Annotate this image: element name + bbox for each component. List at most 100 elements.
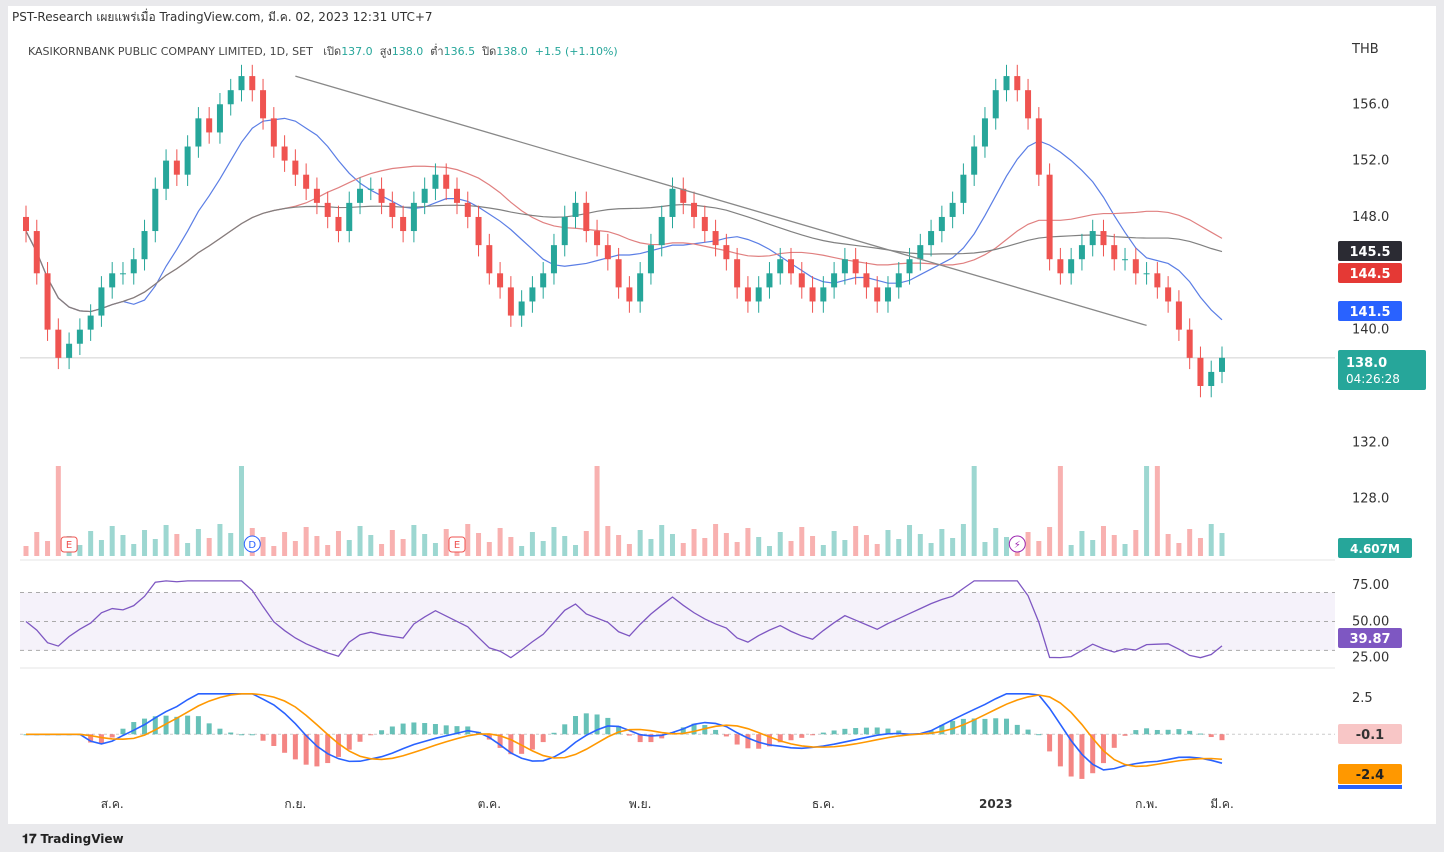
candle-body <box>1057 259 1064 274</box>
last-price-tag: 138.004:26:28 <box>1338 350 1426 390</box>
candle-body <box>572 202 579 217</box>
volume-bar <box>23 546 29 556</box>
volume-bar <box>368 535 374 556</box>
candle-body <box>87 315 94 330</box>
macd-histogram-bar <box>152 716 158 735</box>
ma-mid-value-tag-text: 144.5 <box>1349 267 1390 282</box>
macd-histogram-bar <box>1036 734 1042 736</box>
candle-body <box>453 188 460 203</box>
candle-body <box>831 273 838 288</box>
ma-mid-line <box>25 165 1223 313</box>
macd-histogram-value-tag-text: -0.1 <box>1356 728 1384 743</box>
volume-bar <box>88 531 94 556</box>
macd-histogram-bar <box>723 734 729 737</box>
candle-body <box>507 287 514 316</box>
volume-bar <box>519 546 525 556</box>
volume-bar <box>1208 524 1214 556</box>
candle-body <box>852 259 859 274</box>
low-value: 136.5 <box>443 45 476 58</box>
time-tick-label: ก.พ. <box>1135 797 1158 811</box>
volume-bar <box>982 542 988 556</box>
price-tick-label: 132.0 <box>1352 435 1389 450</box>
candle-body <box>432 174 439 189</box>
macd-histogram-bar <box>249 734 255 736</box>
volume-bar <box>476 533 482 556</box>
candle-body <box>55 329 62 358</box>
candle-body <box>1132 259 1139 274</box>
currency-button[interactable]: THB <box>1352 42 1379 57</box>
macd-histogram-bar <box>637 734 643 743</box>
macd-histogram-bar <box>680 727 686 735</box>
macd-histogram-bar <box>379 730 385 735</box>
macd-value-tag-text: -2.4 <box>1356 768 1384 783</box>
candle-body <box>971 146 978 175</box>
candle-body <box>443 174 450 189</box>
macd-histogram-bar <box>303 734 309 765</box>
last-price-tag-text: 138.0 <box>1346 356 1387 371</box>
volume-bar <box>98 540 104 556</box>
volume-bar <box>282 532 288 556</box>
volume-bar <box>993 528 999 556</box>
candle-body <box>119 273 126 275</box>
macd-histogram-bar <box>616 725 622 735</box>
volume-bar <box>573 545 579 556</box>
symbol-name[interactable]: KASIKORNBANK PUBLIC COMPANY LIMITED, 1D,… <box>28 45 313 58</box>
candle-body <box>637 273 644 302</box>
macd-histogram-bar <box>206 723 212 735</box>
candle-body <box>626 287 633 302</box>
volume-bar <box>1187 529 1193 556</box>
footer: 𝟏𝟕 TradingView <box>22 832 124 847</box>
volume-bar <box>1004 537 1010 556</box>
macd-histogram-bar <box>142 718 148 735</box>
macd-histogram-bar <box>734 734 740 745</box>
volume-bar <box>756 537 762 556</box>
candle-body <box>270 118 277 147</box>
macd-histogram-bar <box>411 722 417 735</box>
symbol-bar: KASIKORNBANK PUBLIC COMPANY LIMITED, 1D,… <box>28 42 618 60</box>
macd-histogram-bar <box>109 734 115 738</box>
candle-body <box>1078 245 1085 260</box>
candle-body <box>410 202 417 232</box>
rsi-tick-label: 50.00 <box>1352 614 1389 629</box>
candle-body <box>195 118 202 147</box>
candle-body <box>723 245 730 260</box>
macd-line <box>26 692 1223 771</box>
macd-value-tag: -2.4 <box>1338 764 1402 784</box>
ma-mid-value-tag: 144.5 <box>1338 263 1402 283</box>
earnings-marker-icon <box>448 536 466 553</box>
event-marker-label: D <box>248 540 256 551</box>
volume-bar <box>1036 541 1042 556</box>
volume-bar <box>551 527 557 556</box>
earnings-marker-icon <box>60 536 78 553</box>
volume-bar <box>45 541 51 556</box>
footer-brand: TradingView <box>40 832 124 846</box>
volume-bar <box>206 538 212 556</box>
macd-histogram-bar <box>777 734 783 743</box>
volume-bar <box>411 525 417 556</box>
open-value: 137.0 <box>341 45 373 58</box>
macd-histogram-bar <box>88 734 94 743</box>
price-tick-label: 156.0 <box>1352 97 1389 112</box>
macd-histogram-bar <box>1219 734 1225 741</box>
volume-bar <box>217 524 223 556</box>
macd-histogram-bar <box>314 734 320 767</box>
volume-bar <box>185 543 191 556</box>
candle-body <box>98 287 105 316</box>
candle-body <box>475 216 482 246</box>
volume-bar <box>260 537 266 556</box>
time-tick-label: ธ.ค. <box>812 797 835 811</box>
candle-body <box>281 146 288 161</box>
candle-body <box>647 245 654 274</box>
macd-histogram-bar <box>98 734 104 744</box>
candle-body <box>906 259 913 274</box>
candle-body <box>303 174 310 189</box>
candle-body <box>917 245 924 260</box>
low-label: ต่ำ <box>430 45 444 58</box>
volume-bar <box>346 540 352 556</box>
trendline-layer[interactable] <box>295 75 1147 327</box>
volume-bar <box>379 544 385 556</box>
volume-bar <box>55 466 61 556</box>
macd-histogram-bar <box>1197 733 1203 735</box>
last-price-tag-bg <box>1338 350 1426 390</box>
